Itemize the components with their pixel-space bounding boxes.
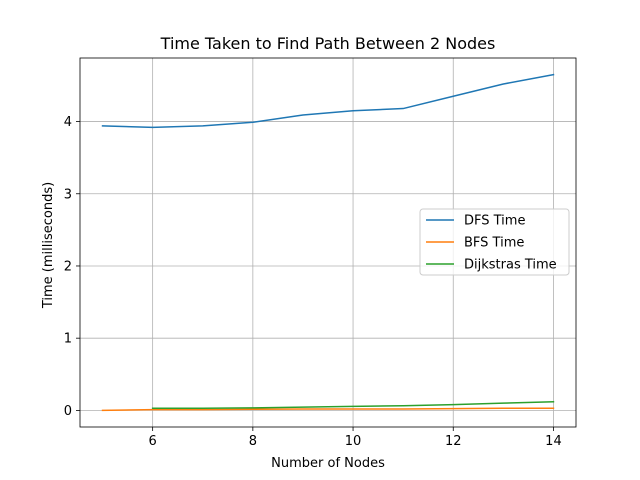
y-axis-label: Time (milliseconds) [41,182,56,309]
y-tick-label: 4 [64,115,72,130]
legend-label: Dijkstras Time [464,258,557,273]
y-axis-ticks: 0 1 2 3 4 [64,115,80,419]
x-axis-label: Number of Nodes [271,456,385,471]
x-tick-label: 14 [545,434,562,449]
legend-label: BFS Time [464,236,524,251]
y-tick-label: 1 [64,332,72,347]
chart-title: Time Taken to Find Path Between 2 Nodes [160,34,496,53]
x-axis-ticks: 6 8 10 12 14 [149,427,562,449]
y-tick-label: 2 [64,259,72,274]
x-tick-label: 8 [249,434,257,449]
series-line-0 [101,73,555,129]
y-tick-label: 0 [64,404,72,419]
grid [80,58,576,427]
series-line-1 [101,407,555,412]
y-tick-label: 3 [64,187,72,202]
series-lines [101,73,555,412]
series-line-2 [151,400,555,409]
x-tick-label: 6 [149,434,157,449]
x-tick-label: 12 [445,434,462,449]
legend-label: DFS Time [464,214,525,229]
x-tick-label: 10 [345,434,362,449]
legend: DFS Time BFS Time Dijkstras Time [419,208,570,276]
legend-box [419,208,570,276]
plot-frame [79,57,577,428]
